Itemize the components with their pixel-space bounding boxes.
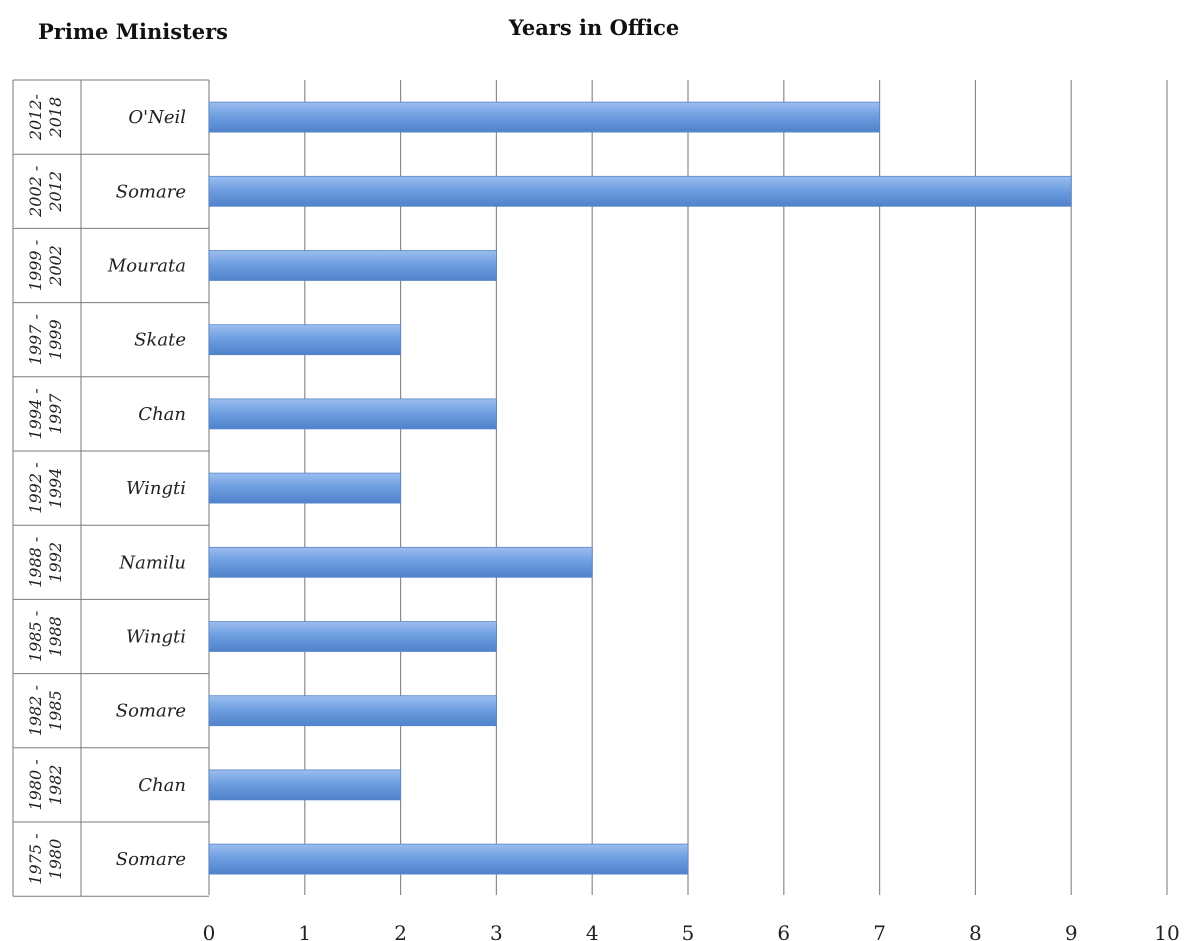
period-label: 1975 -1980 bbox=[26, 833, 65, 884]
period-start: 1975 - bbox=[26, 833, 45, 884]
x-tick-label: 6 bbox=[777, 921, 790, 941]
bar bbox=[208, 472, 402, 504]
bar bbox=[208, 621, 497, 652]
period-label: 1985 -1988 bbox=[26, 611, 65, 662]
period-end: 1985 bbox=[46, 690, 65, 731]
category-label: Mourata bbox=[107, 256, 186, 277]
category-label: Wingti bbox=[126, 627, 186, 648]
period-label: 1982 -1985 bbox=[26, 685, 65, 736]
period-label: 1997 -1999 bbox=[26, 314, 65, 365]
period-end: 1980 bbox=[46, 839, 65, 880]
period-label: 1994 -1997 bbox=[26, 388, 65, 439]
period-end: 1994 bbox=[46, 468, 65, 509]
period-end: 2002 bbox=[46, 245, 65, 287]
period-start: 1980 - bbox=[26, 759, 45, 810]
period-start: 2002 - bbox=[26, 166, 45, 218]
period-start: 1985 - bbox=[26, 611, 45, 662]
category-label: O'Neil bbox=[128, 107, 186, 128]
period-start: 2012- bbox=[26, 94, 45, 141]
bar bbox=[208, 769, 402, 801]
bar bbox=[208, 398, 497, 430]
period-end: 1997 bbox=[46, 393, 65, 435]
period-label: 1999 -2002 bbox=[26, 240, 65, 291]
bar bbox=[208, 101, 880, 133]
category-header: Prime Ministers bbox=[38, 19, 228, 44]
period-start: 1992 - bbox=[26, 462, 45, 513]
period-start: 1982 - bbox=[26, 685, 45, 736]
bar bbox=[208, 250, 497, 281]
x-tick-label: 4 bbox=[586, 921, 599, 941]
period-end: 2018 bbox=[46, 97, 65, 139]
period-start: 1999 - bbox=[26, 240, 45, 291]
period-label: 2012- 2018 bbox=[26, 94, 65, 141]
period-start: 1988 - bbox=[26, 537, 45, 588]
x-tick-label: 8 bbox=[969, 921, 982, 941]
category-label: Somare bbox=[116, 849, 186, 870]
period-label: 1988 -1992 bbox=[26, 537, 65, 588]
x-tick-label: 9 bbox=[1065, 921, 1078, 941]
x-tick-label: 5 bbox=[682, 921, 695, 941]
x-tick-label: 3 bbox=[490, 921, 503, 941]
x-tick-label: 0 bbox=[203, 921, 216, 941]
category-label: Somare bbox=[116, 181, 186, 202]
bar bbox=[208, 843, 689, 875]
period-end: 2012 bbox=[46, 171, 65, 213]
chart-title: Years in Office bbox=[508, 15, 680, 40]
category-label: Somare bbox=[116, 701, 186, 722]
period-end: 1988 bbox=[46, 616, 65, 657]
category-label: Chan bbox=[138, 404, 186, 425]
bar bbox=[208, 546, 593, 578]
bar bbox=[208, 324, 402, 356]
period-start: 1994 - bbox=[26, 388, 45, 439]
bar bbox=[208, 175, 1072, 207]
category-label: Skate bbox=[134, 330, 186, 351]
category-label: Chan bbox=[138, 775, 186, 796]
category-label: Wingti bbox=[126, 478, 186, 499]
period-label: 1980 -1982 bbox=[26, 759, 65, 810]
period-end: 1982 bbox=[46, 765, 65, 806]
x-tick-label: 10 bbox=[1154, 921, 1179, 941]
period-label: 1992 -1994 bbox=[26, 462, 65, 513]
period-end: 1992 bbox=[46, 542, 65, 583]
x-axis-ticks: 0 1 2 3 4 5 6 7 8 9 10 bbox=[203, 921, 1180, 941]
period-end: 1999 bbox=[46, 319, 65, 360]
category-label: Namilu bbox=[118, 552, 186, 573]
x-tick-label: 7 bbox=[873, 921, 886, 941]
period-start: 1997 - bbox=[26, 314, 45, 365]
x-tick-label: 1 bbox=[298, 921, 311, 941]
period-label: 2002 -2012 bbox=[26, 166, 65, 218]
gridlines bbox=[208, 80, 1168, 895]
bars bbox=[208, 101, 1072, 875]
bar bbox=[208, 695, 497, 727]
x-tick-label: 2 bbox=[394, 921, 407, 941]
